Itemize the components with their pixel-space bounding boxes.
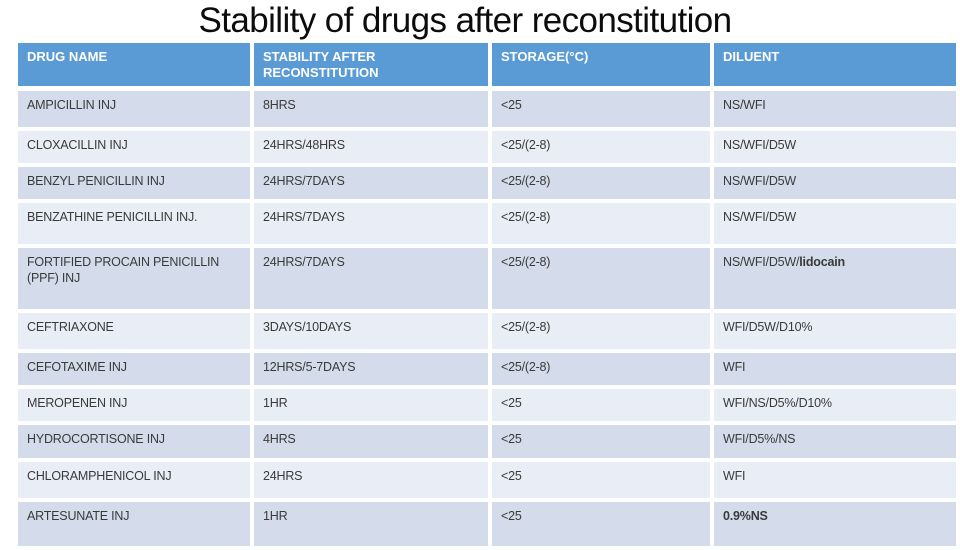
cell-drug-name: CEFOTAXIME INJ — [18, 352, 254, 389]
cell-stability: 24HRS — [254, 461, 492, 502]
table-row: ARTESUNATE INJ 1HR <25 0.9%NS — [18, 501, 956, 550]
cell-diluent: WFI — [714, 352, 956, 389]
table-row: FORTIFIED PROCAIN PENICILLIN (PPF) INJ 24… — [18, 247, 956, 313]
cell-diluent: 0.9%NS — [714, 501, 956, 550]
table-row: CLOXACILLIN INJ 24HRS/48HRS <25/(2-8) NS/WF… — [18, 130, 956, 167]
cell-drug-name: BENZYL PENICILLIN INJ — [18, 166, 254, 203]
table-row: CHLORAMPHENICOL INJ 24HRS <25 WFI — [18, 461, 956, 502]
cell-drug-name: MEROPENEN INJ — [18, 388, 254, 425]
cell-stability: 24HRS/7DAYS — [254, 166, 492, 203]
cell-stability: 1HR — [254, 388, 492, 425]
table-row: BENZYL PENICILLIN INJ 24HRS/7DAYS <25/(2-8… — [18, 166, 956, 203]
cell-stability: 12HRS/5-7DAYS — [254, 352, 492, 389]
table-row: MEROPENEN INJ 1HR <25 WFI/NS/D5%/D10% — [18, 388, 956, 425]
cell-diluent: WFI — [714, 461, 956, 502]
column-header-storage: STORAGE(°C) — [492, 43, 714, 91]
table-row: BENZATHINE PENICILLIN INJ. 24HRS/7DAYS <25… — [18, 202, 956, 248]
cell-diluent: NS/WFI/D5W — [714, 130, 956, 167]
cell-diluent: WFI/D5%/NS — [714, 424, 956, 462]
cell-drug-name: CHLORAMPHENICOL INJ — [18, 461, 254, 502]
cell-stability: 24HRS/7DAYS — [254, 247, 492, 313]
cell-diluent: NS/WFI — [714, 90, 956, 131]
drug-stability-table: DRUG NAME STABILITY AFTER RECONSTITUTION… — [18, 43, 956, 550]
column-header-stability: STABILITY AFTER RECONSTITUTION — [254, 43, 492, 91]
cell-drug-name: BENZATHINE PENICILLIN INJ. — [18, 202, 254, 248]
cell-stability: 1HR — [254, 501, 492, 550]
cell-storage: <25 — [492, 90, 714, 131]
cell-drug-name: CEFTRIAXONE — [18, 312, 254, 353]
cell-diluent: NS/WFI/D5W — [714, 166, 956, 203]
slide-title: Stability of drugs after reconstitution — [198, 1, 733, 40]
cell-diluent: WFI/D5W/D10% — [714, 312, 956, 353]
cell-storage: <25 — [492, 424, 714, 462]
cell-diluent: NS/WFI/D5W — [714, 202, 956, 248]
cell-diluent: WFI/NS/D5%/D10% — [714, 388, 956, 425]
cell-storage: <25/(2-8) — [492, 202, 714, 248]
cell-drug-name: CLOXACILLIN INJ — [18, 130, 254, 167]
table-body: AMPICILLIN INJ 8HRS <25 NS/WFI CLOXACILLIN I… — [18, 90, 956, 550]
table-row: CEFTRIAXONE 3DAYS/10DAYS <25/(2-8) WFI/D5W/… — [18, 312, 956, 353]
cell-drug-name: HYDROCORTISONE INJ — [18, 424, 254, 462]
cell-storage: <25/(2-8) — [492, 352, 714, 389]
cell-storage: <25 — [492, 461, 714, 502]
cell-stability: 3DAYS/10DAYS — [254, 312, 492, 353]
cell-diluent: NS/WFI/D5W/lidocain — [714, 247, 956, 313]
cell-drug-name: FORTIFIED PROCAIN PENICILLIN (PPF) INJ — [18, 247, 254, 313]
table-row: HYDROCORTISONE INJ 4HRS <25 WFI/D5%/NS — [18, 424, 956, 462]
cell-stability: 24HRS/7DAYS — [254, 202, 492, 248]
table-row: CEFOTAXIME INJ 12HRS/5-7DAYS <25/(2-8) WFI — [18, 352, 956, 389]
cell-storage: <25 — [492, 501, 714, 550]
cell-storage: <25/(2-8) — [492, 312, 714, 353]
cell-storage: <25/(2-8) — [492, 166, 714, 203]
cell-storage: <25 — [492, 388, 714, 425]
cell-storage: <25/(2-8) — [492, 130, 714, 167]
cell-stability: 24HRS/48HRS — [254, 130, 492, 167]
table-row: AMPICILLIN INJ 8HRS <25 NS/WFI — [18, 90, 956, 131]
cell-storage: <25/(2-8) — [492, 247, 714, 313]
cell-stability: 8HRS — [254, 90, 492, 131]
cell-drug-name: ARTESUNATE INJ — [18, 501, 254, 550]
column-header-diluent: DILUENT — [714, 43, 956, 91]
table-header-row: DRUG NAME STABILITY AFTER RECONSTITUTION… — [18, 43, 956, 91]
column-header-drug-name: DRUG NAME — [18, 43, 254, 91]
cell-stability: 4HRS — [254, 424, 492, 462]
cell-drug-name: AMPICILLIN INJ — [18, 90, 254, 131]
